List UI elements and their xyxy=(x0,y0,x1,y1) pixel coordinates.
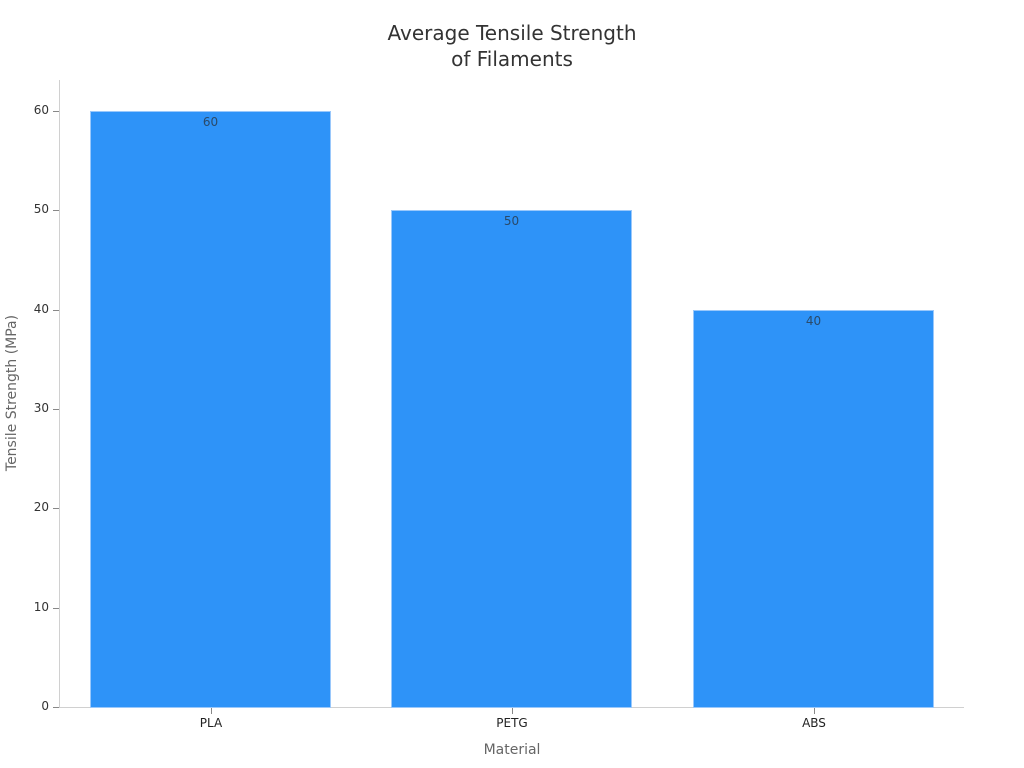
bar-value-label: 60 xyxy=(202,115,219,129)
x-axis-title: Material xyxy=(483,742,541,758)
chart-title: Average Tensile Strength of Filaments xyxy=(0,20,1024,72)
y-axis-line xyxy=(59,80,60,708)
x-tick-label: PLA xyxy=(199,716,223,730)
x-tick-mark xyxy=(814,708,815,714)
x-tick-label: PETG xyxy=(496,716,528,730)
bar-pla: 60 xyxy=(90,111,331,708)
y-tick-label: 60 xyxy=(33,103,49,117)
y-tick-mark xyxy=(53,707,59,708)
y-tick-mark xyxy=(53,111,59,112)
bar-petg: 50 xyxy=(391,210,632,708)
y-tick-mark xyxy=(53,310,59,311)
y-tick-mark xyxy=(53,508,59,509)
y-tick-label: 10 xyxy=(33,600,49,614)
y-tick-mark xyxy=(53,409,59,410)
chart-title-line-2: of Filaments xyxy=(451,47,573,71)
y-tick-label: 50 xyxy=(33,202,49,216)
y-tick-label: 30 xyxy=(33,401,49,415)
x-tick-label: ABS xyxy=(802,716,826,730)
y-tick-mark xyxy=(53,608,59,609)
y-axis-title: Tensile Strength (MPa) xyxy=(4,314,20,472)
x-tick-mark xyxy=(512,708,513,714)
chart-title-line-1: Average Tensile Strength xyxy=(387,21,637,45)
y-tick-label: 20 xyxy=(33,500,49,514)
bar-value-label: 40 xyxy=(805,314,822,328)
y-tick-mark xyxy=(53,210,59,211)
y-tick-label: 0 xyxy=(41,699,49,713)
x-tick-mark xyxy=(211,708,212,714)
bar-abs: 40 xyxy=(693,310,934,708)
y-tick-label: 40 xyxy=(33,302,49,316)
bar-value-label: 50 xyxy=(503,214,520,228)
